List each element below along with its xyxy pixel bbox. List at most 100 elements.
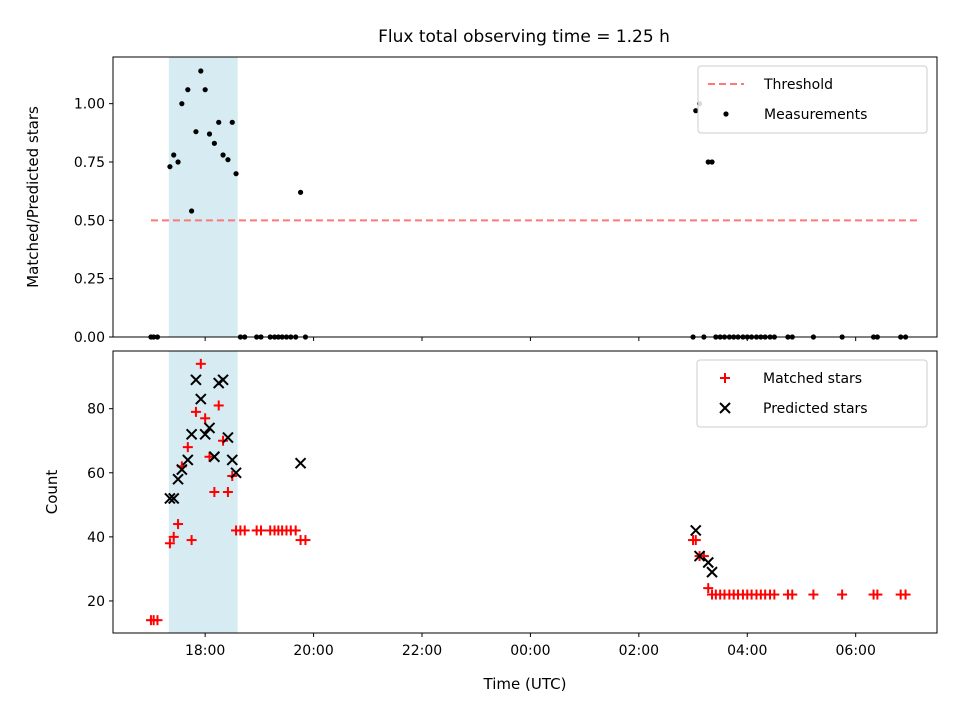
y-tick-label: 60 xyxy=(87,466,105,482)
measurement-point xyxy=(229,119,235,125)
measurement-point xyxy=(705,159,711,165)
matched-star-point xyxy=(300,535,311,546)
predicted-star-point xyxy=(208,451,221,463)
x-tick-label: 00:00 xyxy=(510,643,550,659)
measurement-point xyxy=(211,140,217,146)
series-matched-stars xyxy=(145,358,911,626)
predicted-star-point xyxy=(706,566,718,578)
measurement-point xyxy=(220,152,226,158)
y-tick-label: 80 xyxy=(87,402,105,418)
x-tick-label: 02:00 xyxy=(619,643,659,659)
legend-label: Measurements xyxy=(764,107,867,123)
legend: Threshold Measurements xyxy=(697,65,928,134)
measurement-point xyxy=(693,108,699,114)
x-tick-label: 20:00 xyxy=(293,643,333,659)
x-tick-label: 04:00 xyxy=(727,643,767,659)
top-panel: 0.00 0.25 0.50 0.75 1.00 Matched/Predicted st… xyxy=(24,56,938,346)
y-axis-label: Matched/Predicted stars xyxy=(24,106,42,288)
matched-star-point xyxy=(218,435,229,446)
matched-star-point xyxy=(290,525,301,536)
matched-star-point xyxy=(200,413,211,424)
bottom-panel: 20 40 60 80 18:00 20:00 22:00 00:00 02:00 04:00 06… xyxy=(43,350,938,693)
x-tick-label: 22:00 xyxy=(402,643,442,659)
predicted-star-point xyxy=(182,454,194,466)
predicted-star-point xyxy=(702,556,714,569)
predicted-star-point xyxy=(693,550,706,562)
predicted-star-point xyxy=(190,374,202,386)
predicted-star-point xyxy=(294,457,307,469)
matched-star-point xyxy=(255,525,266,536)
legend-label: Threshold xyxy=(763,77,833,93)
predicted-star-point xyxy=(185,428,198,441)
matched-star-point xyxy=(195,358,206,369)
matched-star-point xyxy=(186,535,197,546)
matched-star-point xyxy=(164,538,175,549)
matched-star-point xyxy=(769,589,780,600)
matched-star-point xyxy=(900,589,911,600)
predicted-star-point xyxy=(222,431,234,444)
matched-star-point xyxy=(190,406,201,417)
measurement-point xyxy=(297,189,304,195)
measurement-point xyxy=(193,129,199,135)
x-tick-label: 06:00 xyxy=(836,643,876,659)
y-tick-label: 0.00 xyxy=(74,330,105,346)
legend-label: Predicted stars xyxy=(763,401,868,417)
series-predicted-stars xyxy=(164,374,718,578)
y-tick-label: 0.25 xyxy=(74,272,105,288)
axes-frame xyxy=(112,350,938,634)
matched-star-point xyxy=(182,442,193,453)
measurement-point xyxy=(206,131,213,137)
y-tick-label: 0.50 xyxy=(74,213,105,229)
predicted-star-point xyxy=(176,463,188,476)
predicted-star-point xyxy=(195,393,207,405)
legend: Matched stars Predicted stars xyxy=(696,359,928,428)
matched-star-point xyxy=(239,525,250,536)
matched-star-point xyxy=(690,535,701,546)
shaded-observing-window xyxy=(168,57,238,337)
predicted-star-point xyxy=(172,473,184,485)
legend-measurement-swatch xyxy=(723,111,729,117)
x-axis-label: Time (UTC) xyxy=(483,675,567,693)
matched-star-point xyxy=(837,589,848,600)
predicted-star-point xyxy=(203,422,216,434)
measurement-point xyxy=(709,159,715,165)
legend-label: Matched stars xyxy=(763,371,862,387)
measurement-point xyxy=(225,157,231,163)
measurement-point xyxy=(175,159,181,165)
measurement-point xyxy=(179,101,185,107)
measurement-point xyxy=(202,87,208,93)
measurement-point xyxy=(185,87,191,93)
measurement-point xyxy=(189,208,195,214)
matched-star-point xyxy=(808,589,819,600)
predicted-star-point xyxy=(199,428,211,441)
matched-star-point xyxy=(703,583,714,594)
legend-box xyxy=(697,65,928,134)
measurement-point xyxy=(167,164,173,170)
y-tick-label: 1.00 xyxy=(74,97,105,113)
predicted-star-point xyxy=(226,454,238,466)
y-axis-label: Count xyxy=(43,470,61,515)
predicted-star-point xyxy=(230,467,242,479)
x-tick-label: 18:00 xyxy=(185,643,225,659)
predicted-star-point xyxy=(690,524,702,537)
matched-star-point xyxy=(222,487,233,497)
measurement-point xyxy=(171,152,177,158)
matched-star-point xyxy=(204,451,215,462)
matched-star-point xyxy=(173,519,184,530)
legend-box xyxy=(696,359,928,428)
matched-star-point xyxy=(209,487,220,497)
figure-title: Flux total observing time = 1.25 h xyxy=(378,27,670,47)
matched-star-point xyxy=(213,400,224,411)
matched-star-point xyxy=(152,615,163,626)
y-tick-label: 20 xyxy=(87,594,105,610)
matched-star-point xyxy=(168,531,179,542)
predicted-star-point xyxy=(168,492,180,505)
matched-star-point xyxy=(787,589,798,600)
matched-star-point xyxy=(872,589,883,600)
legend-matched-swatch xyxy=(720,373,730,383)
y-tick-label: 40 xyxy=(87,530,105,546)
predicted-star-point xyxy=(217,374,229,386)
predicted-star-point xyxy=(164,492,176,505)
axes-frame xyxy=(112,56,938,338)
legend-predicted-swatch xyxy=(719,402,731,414)
